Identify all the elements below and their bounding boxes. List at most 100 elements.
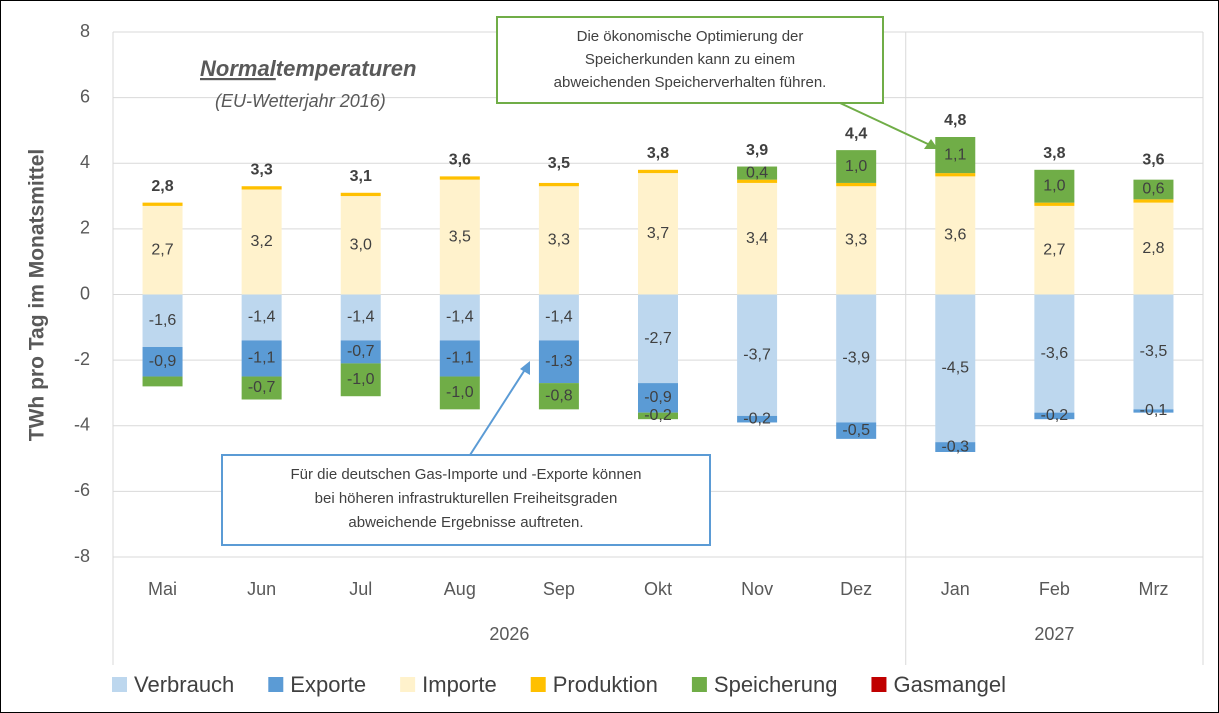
bar-segment — [836, 182, 877, 187]
data-label: 1,0 — [1043, 177, 1065, 194]
total-label: 3,1 — [350, 168, 372, 185]
arrow-head — [924, 139, 938, 149]
x-tick-label: Nov — [741, 579, 773, 599]
bar-segment — [241, 189, 282, 295]
bar-segment — [836, 422, 877, 439]
data-label: 2,7 — [151, 241, 173, 258]
year-label: 2027 — [1034, 624, 1074, 644]
bar-segment — [737, 166, 778, 180]
bar-segment — [935, 137, 976, 174]
data-label: -3,7 — [743, 346, 771, 363]
x-tick-label: Aug — [444, 579, 476, 599]
callout-text: Speicherkunden kann zu einem — [585, 51, 795, 68]
data-label: -0,2 — [743, 410, 771, 427]
bar-segment — [836, 150, 877, 183]
y-tick-label: 6 — [80, 86, 90, 106]
data-label: 3,3 — [845, 232, 867, 249]
data-label: 2,8 — [1142, 240, 1164, 257]
data-label: -0,2 — [644, 407, 672, 424]
subheading: (EU-Wetterjahr 2016) — [215, 91, 386, 111]
bar-segment — [439, 179, 480, 295]
total-label: 4,8 — [944, 112, 966, 129]
callout-text: Für die deutschen Gas-Importe und -Expor… — [290, 466, 641, 483]
data-label: 3,0 — [350, 237, 372, 254]
legend-label: Speicherung — [714, 672, 838, 697]
heading: Normaltemperaturen — [200, 56, 416, 81]
bar-segment — [340, 340, 381, 364]
legend-label: Gasmangel — [893, 672, 1006, 697]
bar-segment — [142, 202, 183, 206]
bar-segment — [1034, 294, 1075, 413]
total-label: 3,5 — [548, 155, 570, 172]
callout-text: abweichenden Speicherverhalten führen. — [554, 74, 827, 91]
x-tick-label: Sep — [543, 579, 575, 599]
bar-segment — [340, 196, 381, 295]
data-label: 3,2 — [251, 233, 273, 250]
bar-segment — [737, 182, 778, 295]
data-label: 3,4 — [746, 230, 768, 247]
y-tick-label: -4 — [74, 415, 90, 435]
bar-segment — [142, 347, 183, 377]
legend-label: Exporte — [290, 672, 366, 697]
bar-segment — [638, 169, 678, 174]
bar-segment — [737, 294, 778, 416]
x-tick-label: Jul — [349, 579, 372, 599]
data-label: -0,7 — [347, 343, 375, 360]
bar-segment — [439, 176, 480, 180]
legend-swatch — [400, 677, 416, 692]
legend-label: Verbrauch — [134, 672, 234, 697]
data-label: -0,8 — [545, 387, 573, 404]
bar-segment — [935, 294, 976, 443]
callouts: Die ökonomische Optimierung der Speicherk… — [290, 28, 826, 531]
heading-part: Normal — [200, 56, 277, 81]
data-label: -3,6 — [1041, 345, 1069, 362]
bar-segment — [737, 179, 778, 183]
data-label: -2,7 — [644, 330, 672, 347]
x-tick-label: Feb — [1039, 579, 1070, 599]
data-label: -0,3 — [941, 438, 969, 455]
bar-segment — [340, 294, 381, 341]
legend-swatch — [112, 677, 127, 692]
bar-segment — [1034, 169, 1075, 203]
bar-segment — [935, 173, 976, 177]
labels: -8 -6 -4 -2 0 2 4 6 8 Mai Jun Jul Aug Sep Okt Nov Dez 202… — [74, 21, 1168, 644]
data-label: 0,6 — [1142, 181, 1164, 198]
bar-segment — [1133, 202, 1174, 295]
bar-segment — [1034, 202, 1075, 206]
heading-part: temperaturen — [276, 56, 417, 81]
data-label: 1,1 — [944, 146, 966, 163]
bar-segment — [538, 383, 579, 410]
bar-segment — [241, 376, 282, 400]
total-label: 3,9 — [746, 142, 768, 159]
bar-segment — [935, 176, 976, 295]
bar-segment — [638, 173, 678, 295]
total-label: 3,8 — [1043, 145, 1065, 162]
bar-segment — [241, 294, 282, 341]
total-label: 3,3 — [251, 161, 273, 178]
year-label: 2026 — [489, 624, 529, 644]
callout-arrow — [839, 102, 931, 146]
data-label: -1,4 — [545, 309, 573, 326]
bar-segment — [1133, 294, 1174, 410]
x-tick-label: Jun — [247, 579, 276, 599]
data-label: -3,9 — [842, 350, 870, 367]
y-tick-label: 4 — [80, 152, 90, 172]
legend-label: Produktion — [553, 672, 658, 697]
bar-segment — [340, 192, 381, 197]
total-label: 3,6 — [449, 152, 471, 169]
data-label: 3,7 — [647, 225, 669, 242]
legend-swatch — [268, 677, 284, 692]
bar-segment — [1034, 205, 1075, 295]
data-label: -0,5 — [842, 422, 870, 439]
data-label: 0,4 — [746, 164, 768, 181]
x-tick-label: Okt — [644, 579, 672, 599]
x-tick-label: Dez — [840, 579, 872, 599]
y-tick-label: -6 — [74, 480, 90, 500]
data-label: -0,2 — [1041, 407, 1069, 424]
data-label: -1,0 — [446, 384, 474, 401]
x-tick-label: Mai — [148, 579, 177, 599]
bar-segment — [935, 442, 976, 452]
data-label: -1,3 — [545, 353, 573, 370]
legend-swatch — [871, 677, 887, 692]
